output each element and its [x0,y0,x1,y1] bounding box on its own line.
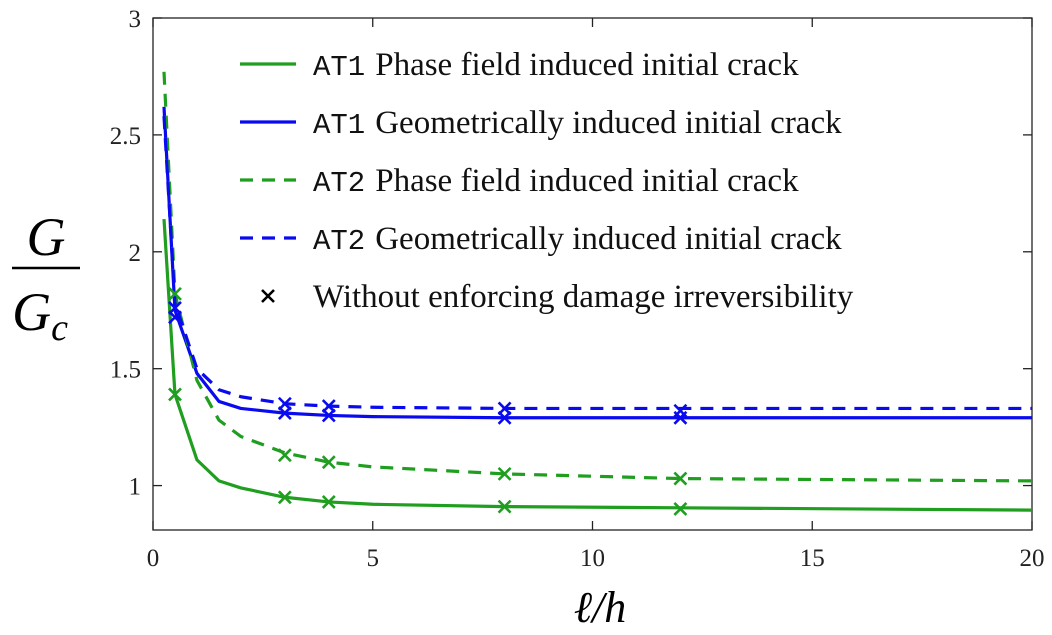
plot-frame [152,17,1033,531]
marker [321,399,336,414]
legend-scheme: AT2 [313,167,365,200]
x-tick-label: 20 [1020,545,1045,572]
y-tick-label: 1.5 [110,357,141,384]
y-label-numerator: G [27,207,66,267]
series-line [162,106,1032,420]
y-label-denominator-base: G [12,282,51,342]
legend-scheme: AT1 [313,109,365,142]
marker [497,466,512,481]
marker [673,502,688,516]
marker [168,300,182,315]
marker [673,471,688,486]
legend-label: Geometrically induced initial crack [375,105,842,141]
marker [277,448,292,463]
x-tick-label: 15 [800,545,825,572]
marker [497,401,512,416]
marker [673,403,688,418]
series-line [162,71,1033,483]
marker [277,490,292,505]
x-tick-label: 5 [367,545,380,572]
legend-label: Phase field induced initial crack [375,47,799,83]
legend-label: Geometrically induced initial crack [375,221,842,257]
legend-entry: AT1 Phase field induced initial crack [313,47,799,84]
x-axis-label: ℓ/h [574,583,627,632]
marker [168,286,182,301]
legend-entry: AT1 Geometrically induced initial crack [313,105,842,142]
legend-scheme: AT2 [313,225,365,258]
marker [497,499,512,514]
legend-entry: AT2 Phase field induced initial crack [313,163,799,200]
marker [321,495,336,509]
y-tick-label: 1 [129,474,142,501]
x-tick-label: 0 [147,545,160,572]
y-label-denominator: Gc [12,282,68,349]
series-line [162,218,1033,512]
y-tick-label: 2.5 [110,123,141,150]
y-tick-label: 3 [129,6,142,33]
legend-entry: Without enforcing damage irreversibility [313,279,854,315]
x-tick-label: 10 [580,545,605,572]
legend-entry: AT2 Geometrically induced initial crack [313,221,842,258]
y-label-subscript: c [51,307,68,349]
legend-marker [261,289,275,303]
series-line [162,116,1032,411]
marker [321,455,336,470]
legend-scheme: AT1 [313,51,365,84]
legend-label: Phase field induced initial crack [375,163,799,199]
marker [168,387,182,402]
marker [277,396,292,411]
y-tick-label: 2 [129,240,142,267]
